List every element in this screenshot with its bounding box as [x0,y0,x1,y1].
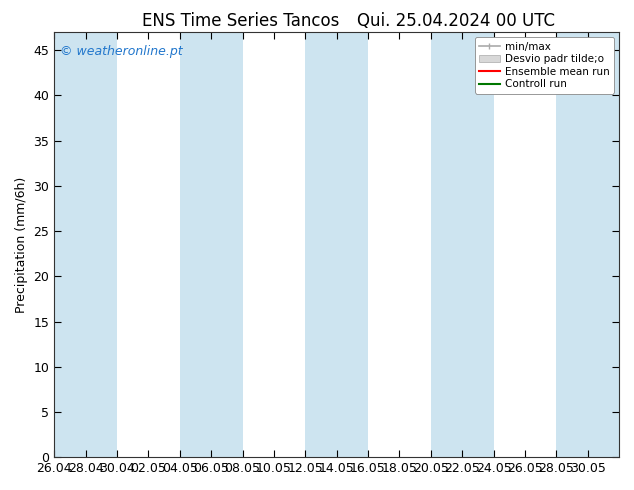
Y-axis label: Precipitation (mm/6h): Precipitation (mm/6h) [15,176,28,313]
Bar [430,32,493,457]
Text: Qui. 25.04.2024 00 UTC: Qui. 25.04.2024 00 UTC [358,12,555,30]
Text: © weatheronline.pt: © weatheronline.pt [60,45,183,58]
Bar [306,32,368,457]
Bar [180,32,243,457]
Legend: min/max, Desvio padr tilde;o, Ensemble mean run, Controll run: min/max, Desvio padr tilde;o, Ensemble m… [475,37,614,94]
Text: ENS Time Series Tancos: ENS Time Series Tancos [142,12,340,30]
Bar [556,32,619,457]
Bar [55,32,117,457]
